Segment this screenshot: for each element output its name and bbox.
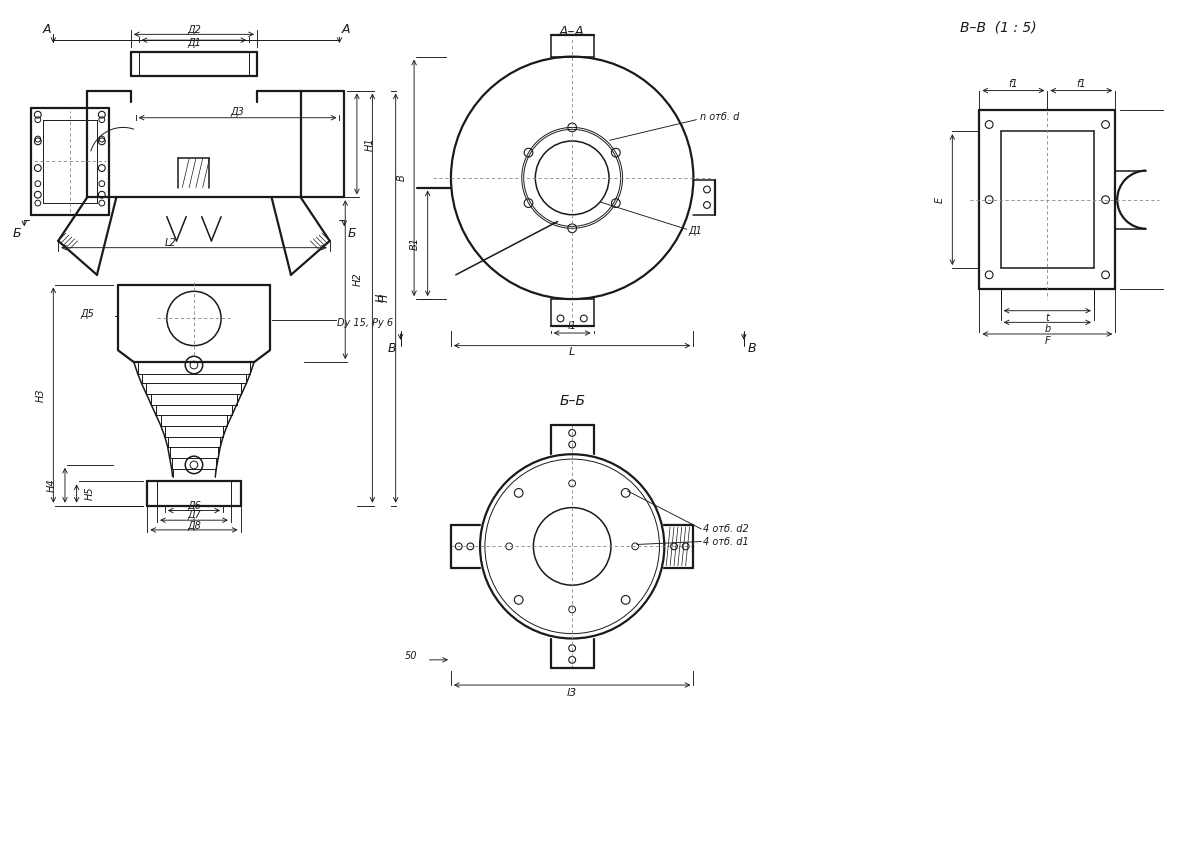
Text: В1: В1: [410, 237, 420, 249]
Text: Д5: Д5: [80, 309, 94, 319]
Text: Д7: Д7: [187, 510, 200, 520]
Text: В–В  (1 : 5): В–В (1 : 5): [960, 21, 1037, 34]
Text: В: В: [388, 342, 397, 355]
Text: В: В: [396, 175, 407, 181]
Text: f1: f1: [1009, 79, 1019, 89]
Text: E: E: [935, 197, 944, 203]
Text: Д3: Д3: [230, 107, 245, 117]
Text: F: F: [1044, 335, 1050, 346]
Text: А: А: [342, 23, 350, 36]
Text: f1: f1: [1076, 79, 1086, 89]
Text: Н5: Н5: [84, 487, 95, 501]
Text: Б–Б: Б–Б: [559, 394, 586, 408]
Text: А: А: [42, 23, 50, 36]
Text: Dy 15, Py 6: Dy 15, Py 6: [337, 318, 394, 329]
Text: 4 отб. d1: 4 отб. d1: [703, 537, 749, 546]
Text: Б: Б: [348, 227, 356, 240]
Text: l1: l1: [568, 322, 577, 331]
Text: Б: Б: [13, 227, 22, 240]
Text: t: t: [1045, 312, 1049, 322]
Text: Д8: Д8: [187, 521, 200, 531]
Text: l3: l3: [568, 688, 577, 697]
Text: b: b: [1044, 324, 1050, 335]
Text: L2: L2: [164, 238, 176, 248]
Text: Н3: Н3: [36, 388, 46, 402]
Text: L: L: [569, 347, 575, 358]
Text: Н: Н: [376, 294, 386, 303]
Text: А–А: А–А: [559, 26, 586, 40]
Text: Н: Н: [380, 294, 390, 303]
Text: Н2: Н2: [353, 273, 364, 286]
Text: В: В: [748, 342, 756, 355]
Text: Д1: Д1: [187, 38, 200, 48]
Text: Н4: Н4: [47, 478, 58, 492]
Text: Н1: Н1: [365, 137, 374, 150]
Text: Д2: Д2: [187, 26, 200, 35]
Text: 4 отб. d2: 4 отб. d2: [703, 524, 749, 534]
Text: Д1: Д1: [689, 226, 702, 237]
Text: 50: 50: [404, 651, 418, 661]
Text: Д6: Д6: [187, 501, 200, 511]
Text: n отб. d: n отб. d: [700, 112, 739, 122]
